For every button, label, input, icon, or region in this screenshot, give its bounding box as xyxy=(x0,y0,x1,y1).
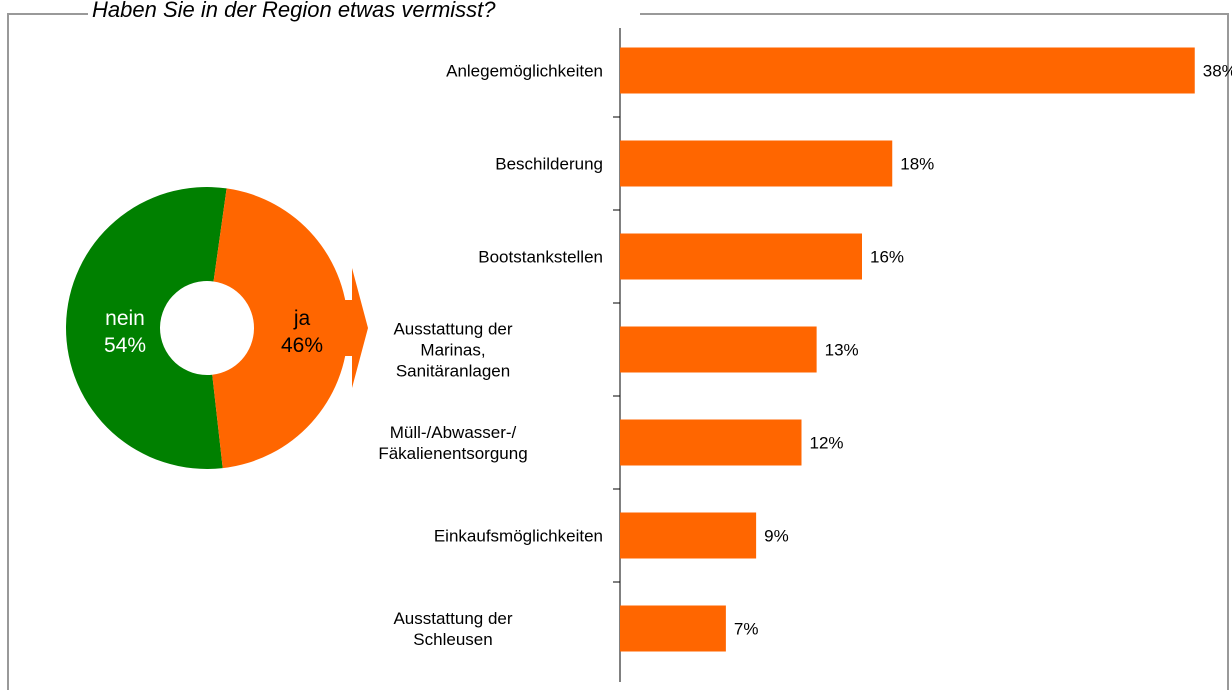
slice-value-label: 54% xyxy=(104,334,146,357)
slice-label: ja xyxy=(293,307,311,330)
bar xyxy=(620,605,726,652)
y-tick-label: Ausstattung der Schleusen xyxy=(393,608,513,649)
chart-title: Haben Sie in der Region etwas vermisst? xyxy=(92,0,496,22)
value-label: 16% xyxy=(870,248,904,267)
frame xyxy=(7,13,88,690)
y-tick-label: Einkaufsmöglichkeiten xyxy=(433,526,603,545)
pie-slice xyxy=(212,188,348,469)
bar xyxy=(620,233,862,280)
value-label: 18% xyxy=(900,155,934,174)
bar xyxy=(620,512,757,559)
value-label: 7% xyxy=(734,620,759,639)
y-tick-label: Ausstattung der Marinas, Sanitäranlagen xyxy=(393,319,513,380)
value-label: 38% xyxy=(1203,62,1232,81)
y-tick-label: Bootstankstellen xyxy=(478,247,603,266)
value-label: 13% xyxy=(825,341,859,360)
bar xyxy=(620,47,1195,94)
value-label: 9% xyxy=(764,527,789,546)
bar xyxy=(620,140,893,187)
y-tick-label: Anlegemöglichkeiten xyxy=(446,61,603,80)
y-tick-label: Müll-/Abwasser-/ Fäkalienentsorgung xyxy=(378,422,528,463)
bar xyxy=(620,419,802,466)
bar xyxy=(620,326,817,373)
pie-slice xyxy=(65,187,227,469)
frame xyxy=(640,13,1229,690)
arrow xyxy=(340,268,368,388)
y-tick-label: Beschilderung xyxy=(495,154,603,173)
value-label: 12% xyxy=(810,434,844,453)
slice-value-label: 46% xyxy=(281,334,323,357)
slice-label: nein xyxy=(105,307,145,330)
